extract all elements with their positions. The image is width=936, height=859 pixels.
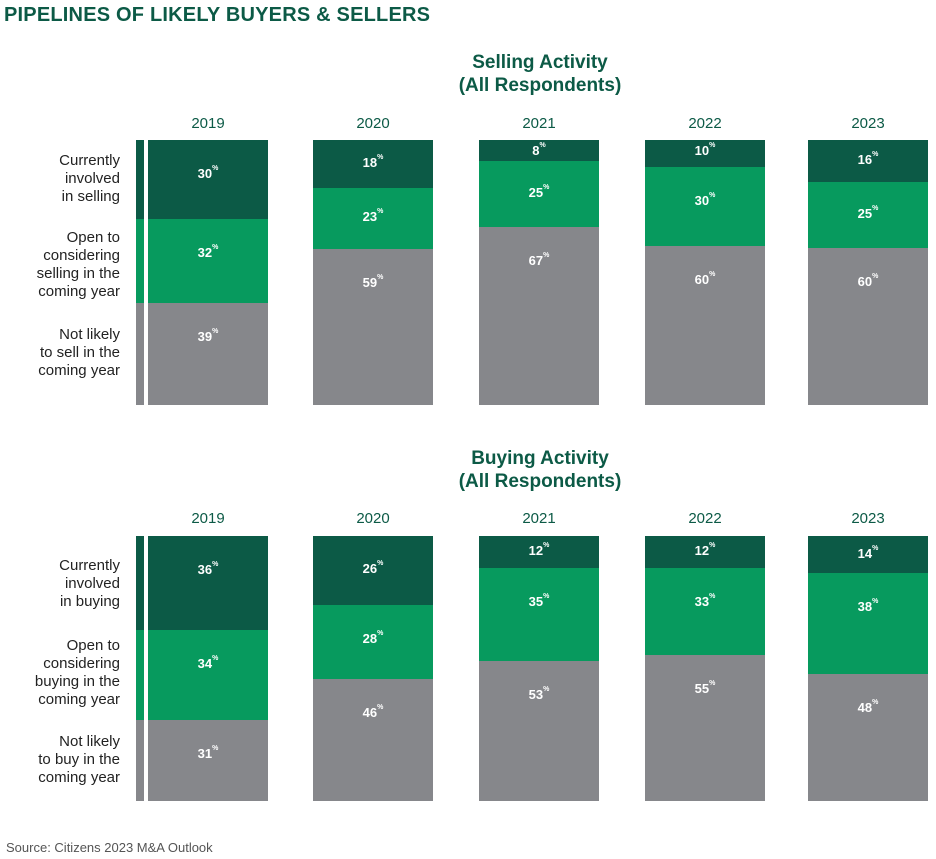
data-label: 18% [362, 153, 384, 170]
chart-title-line: (All Respondents) [458, 471, 622, 492]
bar-segment-open [808, 181, 928, 248]
bar-segment-currently [645, 536, 765, 568]
bar-segment-open [313, 604, 433, 680]
year-label: 2022 [688, 510, 722, 527]
data-label: 25% [528, 184, 550, 201]
bar-segment-open [645, 567, 765, 656]
data-label: 46% [362, 704, 384, 721]
bar-segment-currently [479, 140, 599, 162]
bar-segment-currently [148, 140, 268, 219]
legend-marker-currently [136, 536, 144, 631]
data-label: 33% [694, 592, 716, 609]
bar-segment-not_likely [808, 247, 928, 405]
year-label: 2021 [522, 115, 556, 132]
data-label: 23% [362, 208, 384, 225]
data-label: 26% [362, 560, 384, 577]
row-label-currently: Currently involved in buying [59, 557, 120, 610]
data-label: 14% [857, 544, 879, 561]
data-label: 30% [197, 165, 219, 181]
data-label: 12% [694, 541, 716, 558]
legend-marker-open [136, 630, 144, 720]
bar-segment-not_likely [479, 227, 599, 405]
data-label: 12% [528, 541, 550, 558]
data-label: 48% [857, 698, 879, 715]
data-label: 60% [857, 272, 879, 289]
bar-segment-currently [313, 140, 433, 188]
bar-segment-open [148, 630, 268, 720]
bar-segment-currently [645, 140, 765, 167]
data-label: 35% [528, 592, 550, 609]
data-label: 16% [857, 150, 879, 167]
bar-segment-open [808, 573, 928, 674]
bar-segment-not_likely [313, 679, 433, 801]
data-label: 25% [857, 204, 879, 221]
data-label: 10% [694, 142, 716, 158]
data-label: 38% [857, 598, 879, 615]
bar-segment-currently [313, 536, 433, 605]
page-title: PIPELINES OF LIKELY BUYERS & SELLERS [4, 4, 431, 26]
row-label-not_likely: Not likely to buy in the coming year [38, 733, 120, 786]
year-label: 2020 [356, 115, 390, 132]
legend-marker-not_likely [136, 719, 144, 801]
bar-segment-not_likely [645, 655, 765, 801]
data-label: 31% [197, 744, 219, 761]
row-label-open: Open to considering buying in the coming ye… [34, 637, 120, 708]
row-label-open: Open to considering selling in the coming y… [36, 229, 120, 300]
data-label: 34% [197, 655, 219, 672]
data-label: 60% [694, 271, 716, 287]
year-label: 2021 [522, 510, 556, 527]
row-label-currently: Currently involved in selling [59, 152, 120, 205]
data-label: 53% [528, 685, 550, 702]
year-label: 2022 [688, 115, 722, 132]
data-label: 39% [197, 327, 219, 344]
legend-marker-currently [136, 140, 144, 219]
chart-title-line: (All Respondents) [458, 75, 622, 96]
data-label: 67% [528, 252, 550, 269]
bar-segment-not_likely [645, 246, 765, 405]
year-label: 2023 [851, 510, 885, 527]
bar-segment-not_likely [148, 302, 268, 405]
bar-segment-currently [808, 536, 928, 574]
legend-marker-not_likely [136, 302, 144, 405]
bar-segment-open [479, 567, 599, 661]
bar-segment-open [148, 218, 268, 303]
year-label: 2019 [191, 510, 225, 527]
data-label: 59% [362, 273, 384, 290]
year-label: 2020 [356, 510, 390, 527]
chart-title-line: Buying Activity [471, 448, 609, 469]
bar-segment-currently [479, 536, 599, 568]
source-note: Source: Citizens 2023 M&A Outlook [6, 840, 213, 855]
bar-segment-not_likely [808, 673, 928, 801]
bar-segment-not_likely [479, 660, 599, 801]
year-label: 2023 [851, 115, 885, 132]
data-label: 55% [694, 680, 716, 697]
bar-segment-open [645, 166, 765, 246]
chart-title-line: Selling Activity [472, 52, 608, 73]
bar-segment-not_likely [313, 248, 433, 405]
data-label: 28% [362, 629, 384, 646]
bar-segment-not_likely [148, 719, 268, 801]
bar-segment-currently [808, 140, 928, 182]
legend-marker-open [136, 218, 144, 303]
data-label: 36% [197, 561, 219, 577]
data-label: 8% [532, 142, 546, 158]
data-label: 32% [197, 243, 219, 260]
row-label-not_likely: Not likely to sell in the coming year [38, 326, 120, 379]
bar-segment-open [313, 187, 433, 249]
year-label: 2019 [191, 115, 225, 132]
bar-segment-open [479, 161, 599, 228]
data-label: 30% [694, 191, 716, 208]
bar-segment-currently [148, 536, 268, 631]
